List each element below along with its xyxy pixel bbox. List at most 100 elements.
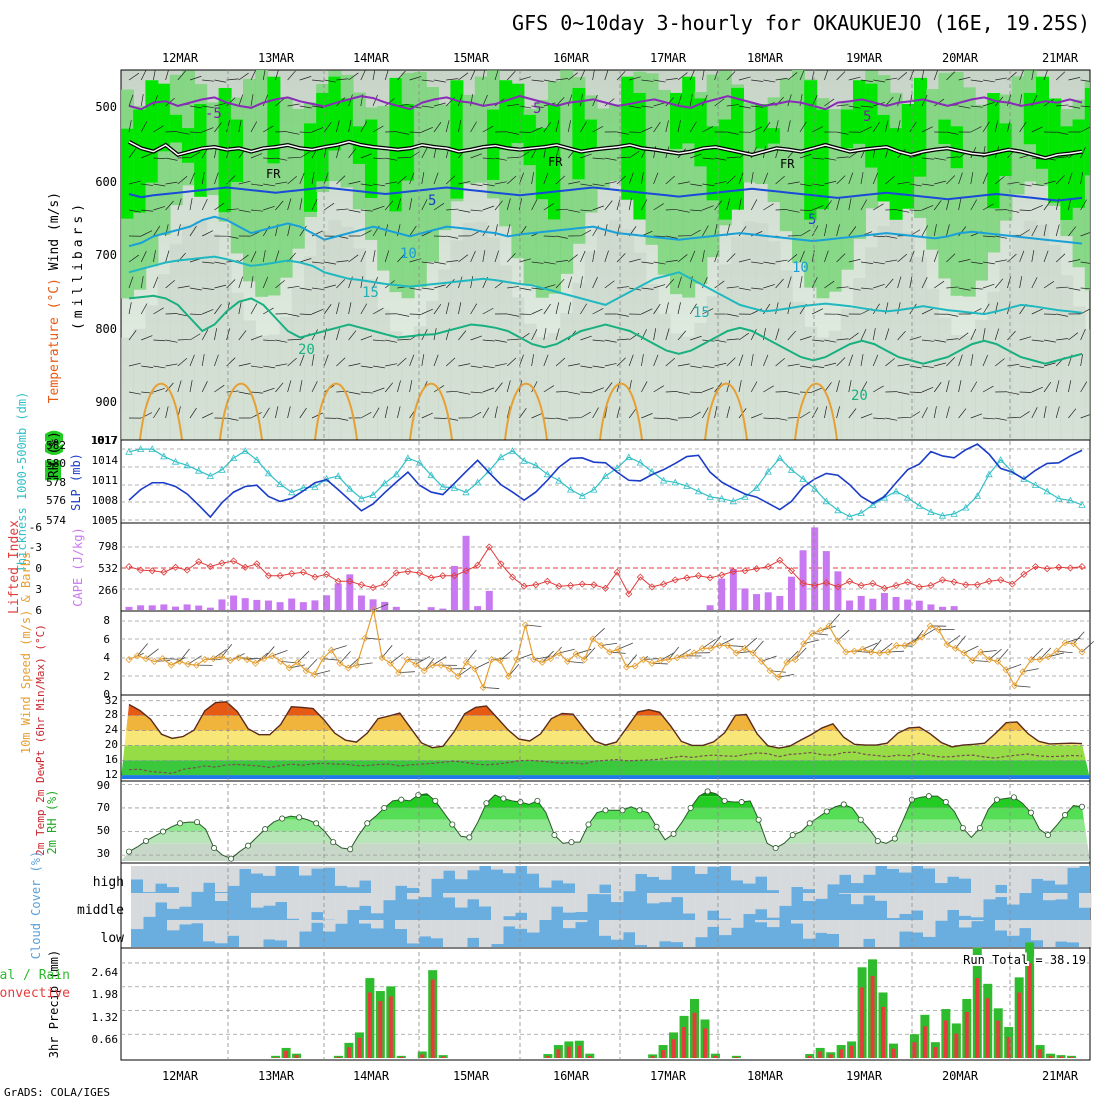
rh-band [377,105,391,271]
wind-barb [348,391,361,395]
rh-band [121,807,1090,820]
wind-barb [287,157,300,159]
wind-barb [1055,175,1065,185]
wind-barb [592,183,605,187]
precip-convective-bar [849,1045,854,1058]
wind-barb [470,250,476,263]
wind-barb [958,198,962,211]
wind-barb [275,339,288,343]
wind-barb [982,303,990,315]
rh-band [182,70,195,186]
wind-barb [1043,281,1055,289]
cloud-cell [767,920,780,928]
wind-barb [824,362,837,367]
wind-point [639,655,648,664]
wind-barb [690,335,702,341]
wind-barb [568,363,581,367]
thickness-point [718,494,726,502]
wind-point [1053,647,1061,655]
cloud-cell [815,866,828,893]
isotherm-25 [599,382,643,440]
contour-label: FR [266,167,281,181]
wind-barb [933,98,945,107]
wind-barb [348,363,361,367]
wind-barb [238,209,251,213]
thickness-point [857,509,865,516]
wind-barb [494,200,503,211]
wind-barb [933,382,942,393]
wind-barb [287,380,292,393]
precip-convective-bar [294,1055,299,1058]
wind-barb [238,180,251,185]
wind-point [833,637,841,645]
wind-point [133,652,141,660]
wind-barb [141,230,153,237]
temp-band [121,745,1090,761]
wind-point [235,654,243,662]
cloud-cell [215,920,228,944]
cloud-cell [995,866,1008,885]
wind-barb [128,94,134,107]
wind-barb [995,259,1008,263]
wind-barb [128,72,140,81]
wind-barb [297,650,310,663]
wind-barb [507,131,520,135]
wind-point [521,621,529,629]
wind-barb [970,172,974,185]
wind-barb [226,279,236,289]
wind-barb [702,308,714,315]
wind-point [538,658,546,666]
rh-band [938,119,952,145]
wind-barb [958,105,971,109]
cloud-cell [323,893,336,920]
wind-barb [214,172,219,185]
cloud-cell [131,866,144,880]
cloud-cell [299,920,312,932]
wind-barb [1019,250,1025,263]
wind-barb [860,328,867,341]
rh-line [126,788,1086,862]
cloud-cell [947,866,960,877]
cloud-cell [743,866,756,884]
li-point [1031,563,1040,571]
wind-barb [384,382,394,393]
bottom-date-label: 15MAR [453,1069,490,1083]
wind-barb [397,357,407,367]
wind-barb [519,198,522,211]
wind-barb [226,328,230,341]
wind-barb [641,126,653,133]
rh-point [313,820,320,827]
wind-barb [628,354,634,367]
rh-band [1036,224,1049,440]
cape-bar [241,598,249,610]
wind-barb [128,302,132,315]
precip-convective-bar [357,1037,362,1058]
wind-barb [751,105,764,108]
wind-barb [946,635,961,645]
wind-barb [836,156,849,159]
wind-barb [299,198,303,211]
cloud-cell [863,866,876,875]
rh-band [962,87,976,297]
wind-barb [897,416,910,419]
wind-barb [860,126,872,133]
cloud-cell [359,920,372,924]
thickness-point [450,483,459,491]
pressure-tick: 1017 [91,434,118,447]
rh-band [682,336,696,440]
wind-barb [1031,339,1044,342]
rh-band [572,88,586,180]
thickness-tick: 582 [46,439,66,452]
rh-band [145,80,159,183]
cloud-cell [143,866,156,893]
precip-convective-bar [996,1020,1001,1058]
wind-point [479,683,487,692]
thickness-point [659,476,668,484]
wind-barb [580,153,592,159]
cloud-cell [1007,866,1020,893]
wind-barb [263,125,274,133]
cloud-cell [959,893,972,916]
li-point [648,583,656,591]
rh-band [840,308,854,440]
wind-tick: 6 [103,633,110,646]
